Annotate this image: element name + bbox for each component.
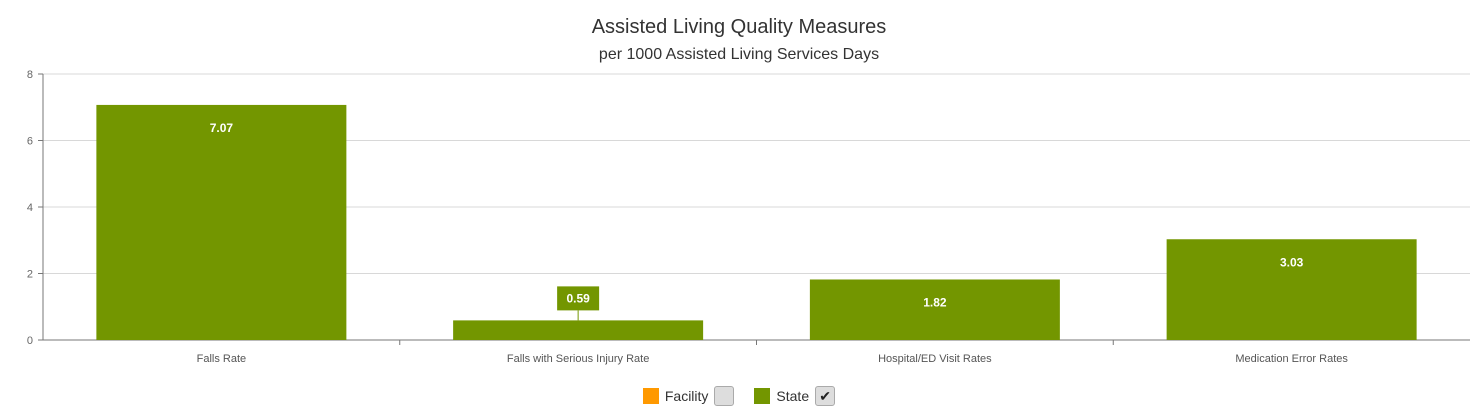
data-label-box xyxy=(557,286,600,311)
legend-swatch-facility xyxy=(642,388,659,404)
x-tick-label: Falls Rate xyxy=(197,353,247,365)
y-tick-label: 2 xyxy=(27,269,33,281)
check-icon: ✔ xyxy=(819,387,831,404)
bar xyxy=(96,104,347,340)
y-tick-label: 6 xyxy=(27,136,33,148)
legend-item-state[interactable]: State ✔ xyxy=(754,386,836,406)
legend-label: Facility xyxy=(664,388,709,404)
data-label: 3.03 xyxy=(1280,255,1304,269)
bar xyxy=(809,279,1060,340)
chart-subtitle: per 1000 Assisted Living Services Days xyxy=(598,46,880,63)
data-label: 0.59 xyxy=(566,291,590,305)
chart-title: Assisted Living Quality Measures xyxy=(591,16,887,38)
data-label: 7.07 xyxy=(210,121,234,135)
data-label: 1.82 xyxy=(923,295,947,309)
x-tick-label: Medication Error Rates xyxy=(1235,353,1348,365)
legend-swatch-state xyxy=(754,388,771,404)
legend-item-facility[interactable]: Facility xyxy=(642,386,735,406)
x-tick-label: Hospital/ED Visit Rates xyxy=(878,353,992,365)
state-checkbox[interactable]: ✔ xyxy=(815,386,836,406)
bar xyxy=(1166,239,1417,340)
y-tick-label: 0 xyxy=(27,335,33,347)
y-tick-label: 4 xyxy=(27,202,33,214)
bar xyxy=(453,320,704,340)
legend: Facility State ✔ xyxy=(0,386,1478,406)
x-tick-label: Falls with Serious Injury Rate xyxy=(507,353,649,365)
legend-label: State xyxy=(776,388,810,404)
y-tick-label: 8 xyxy=(27,69,33,81)
facility-checkbox[interactable] xyxy=(714,386,735,406)
